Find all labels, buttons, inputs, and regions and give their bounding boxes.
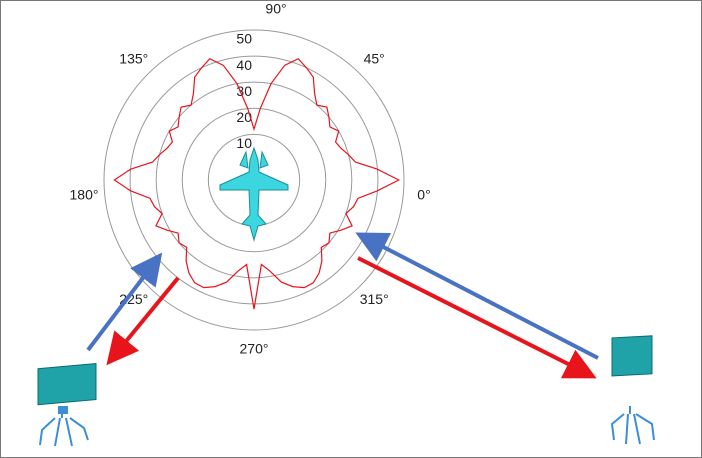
theta-tick-label: 45° bbox=[364, 50, 385, 66]
theta-tick-label: 270° bbox=[240, 341, 269, 357]
theta-tick-label: 315° bbox=[360, 291, 389, 307]
theta-tick-label: 135° bbox=[119, 50, 148, 66]
r-tick-label: 10 bbox=[236, 135, 252, 151]
theta-tick-label: 180° bbox=[70, 187, 99, 203]
theta-tick-label: 0° bbox=[417, 187, 430, 203]
theta-tick-label: 90° bbox=[265, 1, 286, 17]
r-tick-label: 50 bbox=[236, 31, 252, 47]
figure: 10203040500°45°90°135°180°225°270°315° bbox=[0, 0, 702, 458]
r-tick-label: 40 bbox=[236, 57, 252, 73]
r-tick-label: 30 bbox=[236, 83, 252, 99]
frame bbox=[1, 1, 702, 458]
